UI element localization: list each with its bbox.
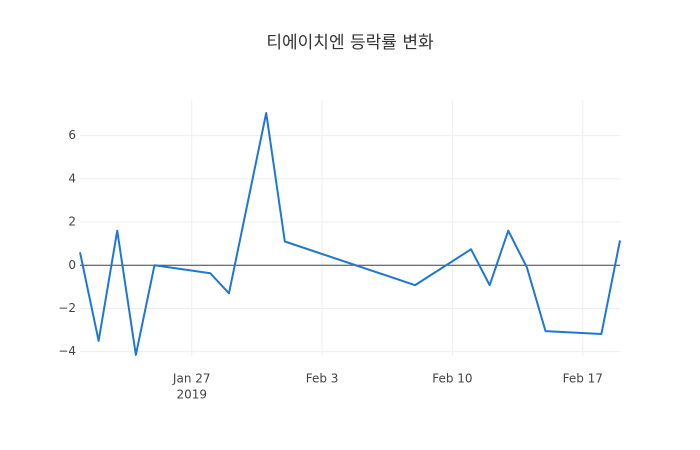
chart-title: 티에이치엔 등락률 변화 (266, 33, 434, 53)
y-tick-label: −2 (58, 301, 76, 315)
data-line (79, 111, 621, 356)
y-tick-label: 6 (68, 128, 76, 142)
y-tick-label: 0 (68, 258, 76, 272)
x-tick-label: Feb 17 (563, 372, 603, 386)
y-tick-label: 2 (68, 215, 76, 229)
y-tick-label: −4 (58, 344, 76, 358)
y-tick-label: 4 (68, 171, 76, 185)
x-tick-label: Feb 3 (306, 372, 339, 386)
x-tick-label: Jan 27 (172, 372, 211, 386)
x-tick-sublabel: 2019 (176, 388, 207, 402)
x-tick-label: Feb 10 (432, 372, 472, 386)
